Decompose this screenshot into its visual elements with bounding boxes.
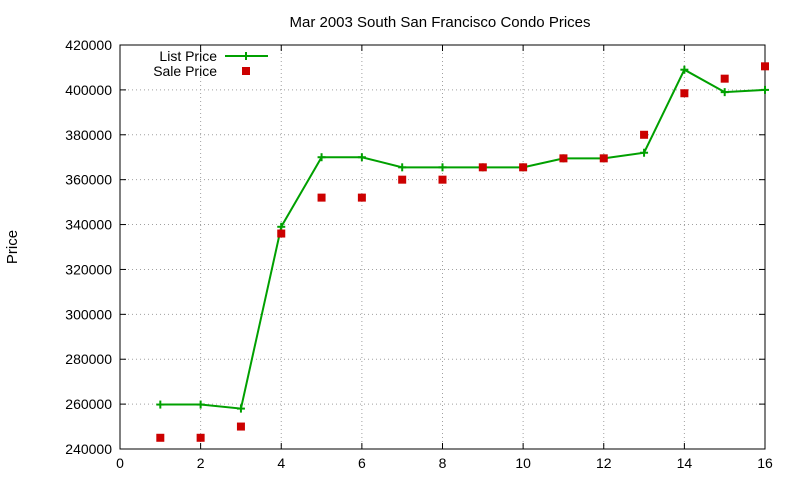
legend-sample-list-price	[225, 52, 268, 60]
list-price-point	[398, 163, 407, 172]
sale-price-point	[438, 175, 447, 184]
x-tick-label: 4	[277, 455, 285, 471]
x-tick-label: 12	[596, 455, 612, 471]
y-axis-label: Price	[4, 230, 21, 264]
x-tick-label: 6	[358, 455, 366, 471]
legend-label-sale-price: Sale Price	[153, 63, 217, 79]
x-tick-label: 10	[515, 455, 531, 471]
list-price-point	[720, 88, 729, 97]
sale-price-point	[478, 163, 487, 172]
list-price-point	[761, 85, 769, 94]
list-price-point	[196, 400, 205, 409]
sale-price-point	[519, 163, 528, 172]
x-tick-label: 16	[757, 455, 773, 471]
ticks: 0 2 4 6 8 10 12 14 16 240000 260000 280000 300000 320…	[65, 37, 773, 471]
grid	[120, 45, 765, 449]
y-tick-label: 300000	[65, 306, 112, 322]
sale-price-point	[156, 433, 165, 442]
sale-price-point	[317, 193, 326, 202]
sale-price-point	[236, 422, 245, 431]
y-tick-label: 320000	[65, 261, 112, 277]
sale-price-point	[720, 74, 729, 83]
list-price-point	[156, 400, 165, 409]
y-tick-label: 340000	[65, 217, 112, 233]
sale-price-point	[357, 193, 366, 202]
legend: List Price Sale Price	[153, 48, 268, 79]
legend-sample-sale-price	[242, 67, 250, 75]
list-price-point	[277, 222, 286, 231]
sale-price-point	[277, 229, 286, 238]
x-tick-label: 2	[197, 455, 205, 471]
list-price-line	[160, 68, 766, 410]
sale-price-point	[640, 130, 649, 139]
x-tick-label: 8	[439, 455, 447, 471]
sale-price-point	[761, 62, 769, 71]
list-price-point	[357, 153, 366, 162]
sale-price-point	[559, 154, 568, 163]
y-tick-label: 280000	[65, 351, 112, 367]
list-price-point	[438, 163, 447, 172]
series	[156, 62, 769, 442]
sale-price-point	[680, 89, 689, 98]
y-tick-label: 400000	[65, 82, 112, 98]
chart-title: Mar 2003 South San Francisco Condo Price…	[290, 14, 591, 31]
x-tick-label: 14	[677, 455, 693, 471]
y-tick-label: 420000	[65, 37, 112, 53]
y-tick-label: 260000	[65, 396, 112, 412]
list-price-point	[640, 148, 649, 157]
list-price-point	[317, 153, 326, 162]
sale-price-point	[196, 433, 205, 442]
x-tick-label: 0	[116, 455, 124, 471]
sale-price-point	[398, 175, 407, 184]
y-tick-label: 240000	[65, 441, 112, 457]
sale-price-point	[599, 154, 608, 163]
list-price-point	[680, 65, 689, 74]
y-tick-label: 380000	[65, 127, 112, 143]
legend-label-list-price: List Price	[159, 48, 217, 64]
y-tick-label: 360000	[65, 172, 112, 188]
list-price-point	[236, 404, 245, 413]
